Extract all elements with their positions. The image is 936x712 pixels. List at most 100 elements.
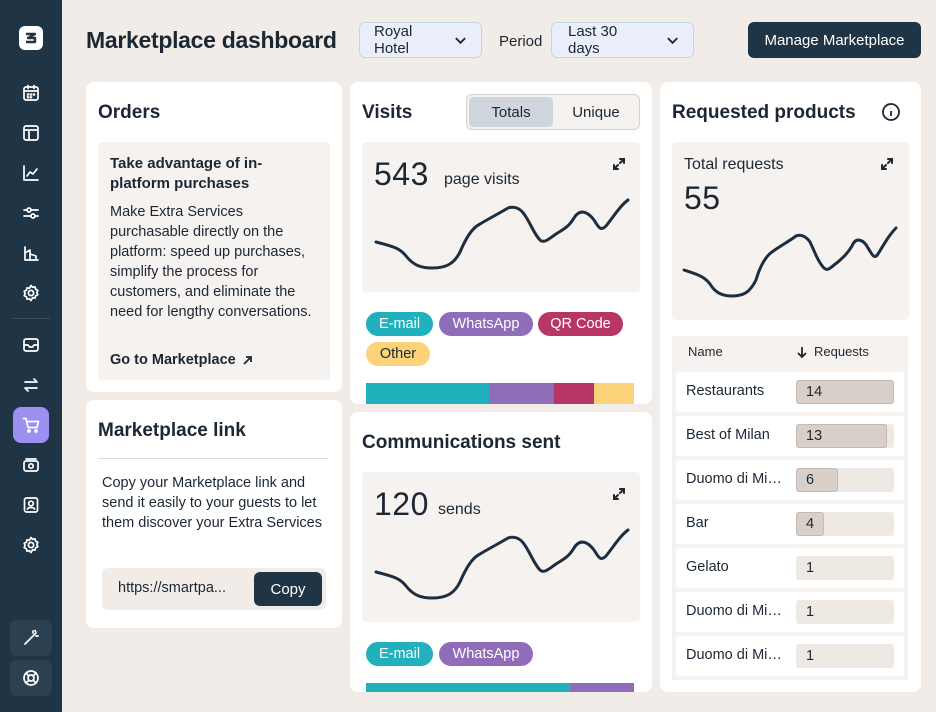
expand-icon[interactable] [612, 157, 626, 171]
total-requests-label: Total requests [684, 156, 784, 173]
channel-chip-email: E-mail [366, 642, 433, 666]
property-select-value: Royal Hotel [374, 23, 413, 57]
totals-unique-toggle: Totals Unique [466, 94, 640, 130]
visits-value: 543 [374, 156, 429, 192]
sidebar [0, 0, 62, 712]
table-row[interactable]: Duomo di Milano 1 [676, 636, 904, 676]
expand-icon[interactable] [880, 157, 894, 171]
row-name: Best of Milan [686, 427, 770, 443]
table-row[interactable]: Duomo di Milano 1 [676, 592, 904, 632]
marketplace-url-text: https://smartpa... [118, 580, 226, 596]
channel-bar-segment [569, 683, 634, 692]
channel-chip-email: E-mail [366, 312, 433, 336]
communications-unit: sends [438, 501, 481, 518]
manage-marketplace-button[interactable]: Manage Marketplace [748, 22, 921, 58]
request-count-bar: 14 [796, 380, 894, 404]
chevron-down-icon [455, 37, 466, 45]
mail-icon[interactable] [13, 327, 49, 363]
sidebar-divider [12, 318, 50, 319]
communications-channel-bar [366, 683, 634, 692]
total-requests-value: 55 [684, 180, 721, 216]
magic-wand-icon[interactable] [10, 620, 52, 656]
gear-icon[interactable] [13, 275, 49, 311]
toggle-unique[interactable]: Unique [572, 103, 620, 121]
copy-button[interactable]: Copy [254, 572, 322, 606]
requested-products-card: Requested products Total requests 55 Nam… [660, 82, 921, 692]
external-arrow-icon [243, 355, 252, 365]
requests-sparkline [682, 226, 898, 298]
request-count-bar: 1 [796, 600, 894, 624]
expand-icon[interactable] [612, 487, 626, 501]
promo-body: Make Extra Services purchasable directly… [110, 204, 312, 320]
communications-title: Communications sent [362, 432, 561, 453]
col-requests-header[interactable]: Requests [796, 344, 869, 359]
cart-icon[interactable] [13, 407, 49, 443]
request-count-value: 1 [806, 604, 815, 620]
col-requests-label: Requests [814, 344, 869, 359]
layout-icon[interactable] [13, 115, 49, 151]
marketplace-link-title: Marketplace link [98, 420, 246, 441]
table-row[interactable]: Duomo di Milano 6 [676, 460, 904, 500]
go-to-marketplace-link[interactable]: Go to Marketplace [110, 352, 253, 368]
row-name: Duomo di Milano [686, 647, 784, 663]
col-name-header[interactable]: Name [688, 344, 723, 359]
property-select[interactable]: Royal Hotel [359, 22, 482, 58]
calendar-icon[interactable] [13, 75, 49, 111]
requested-products-title: Requested products [672, 102, 856, 123]
channel-bar-segment [489, 383, 554, 404]
table-row[interactable]: Restaurants 14 [676, 372, 904, 412]
requests-table-header: Name Requests [672, 336, 908, 368]
communications-sparkline-panel: 120 sends [362, 472, 640, 622]
request-count-value: 14 [806, 384, 823, 400]
request-count-fill [796, 380, 894, 404]
communications-sparkline [374, 528, 630, 600]
money-icon[interactable] [13, 447, 49, 483]
row-name: Duomo di Milano [686, 471, 784, 487]
visits-title: Visits [362, 102, 413, 123]
lifebuoy-icon[interactable] [10, 660, 52, 696]
building-chart-icon[interactable] [13, 235, 49, 271]
channel-bar-segment [366, 683, 570, 692]
request-count-value: 1 [806, 648, 815, 664]
chart-line-icon[interactable] [13, 155, 49, 191]
promo-box: Take advantage of in-platform purchases … [98, 142, 330, 380]
orders-title: Orders [98, 102, 161, 123]
chevron-down-icon [667, 37, 678, 45]
smartpricing-logo-icon[interactable] [19, 26, 43, 50]
request-count-fill [796, 468, 838, 492]
visits-channel-bar [366, 383, 634, 404]
request-count-bar: 13 [796, 424, 894, 448]
request-count-bar: 4 [796, 512, 894, 536]
table-row[interactable]: Bar 4 [676, 504, 904, 544]
communications-value: 120 [374, 486, 429, 522]
marketplace-link-description: Copy your Marketplace link and send it e… [102, 475, 322, 531]
user-badge-icon[interactable] [13, 487, 49, 523]
divider [98, 458, 328, 459]
marketplace-url-field[interactable]: https://smartpa... Copy [102, 568, 326, 610]
request-count-bar: 1 [796, 644, 894, 668]
table-row[interactable]: Gelato 1 [676, 548, 904, 588]
sliders-icon[interactable] [13, 195, 49, 231]
info-icon[interactable] [881, 102, 901, 122]
row-name: Duomo di Milano [686, 603, 784, 619]
arrow-down-icon [797, 346, 807, 358]
request-count-bar: 1 [796, 556, 894, 580]
communications-card: Communications sent 120 sends E-mail Wha… [350, 412, 652, 692]
table-row[interactable]: Best of Milan 13 [676, 416, 904, 456]
visits-card: Visits Totals Unique 543 page visits E-m… [350, 82, 652, 404]
visits-unit: page visits [444, 171, 520, 188]
toggle-totals[interactable]: Totals [469, 97, 553, 127]
channel-bar-segment [593, 383, 634, 404]
period-select[interactable]: Last 30 days [551, 22, 694, 58]
promo-title: Take advantage of in-platform purchases [110, 155, 263, 192]
arrows-swap-icon[interactable] [13, 367, 49, 403]
request-count-value: 1 [806, 560, 815, 576]
row-name: Restaurants [686, 383, 765, 399]
channel-bar-segment [366, 383, 490, 404]
channel-chip-whatsapp: WhatsApp [439, 642, 533, 666]
row-name: Gelato [686, 559, 729, 575]
request-count-value: 13 [806, 428, 823, 444]
visits-sparkline [374, 198, 630, 270]
gear-icon[interactable] [13, 527, 49, 563]
requests-table-body: Restaurants 14 Best of Milan 13 Duomo di Mil… [672, 368, 908, 680]
